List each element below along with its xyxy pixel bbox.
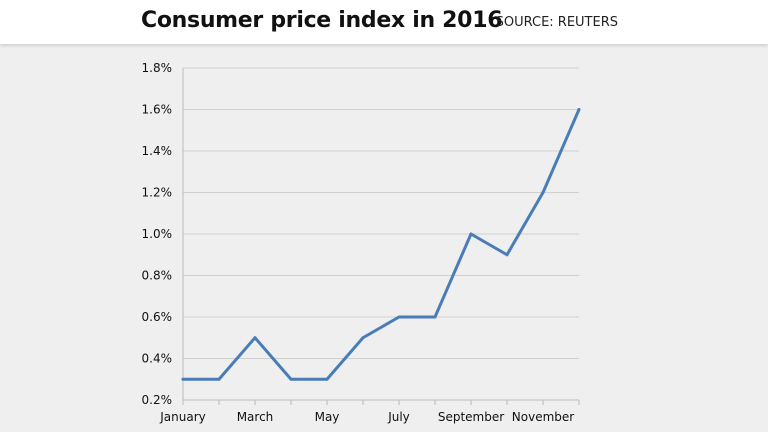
x-tick-label: July (387, 410, 410, 424)
x-tick-label: March (237, 410, 274, 424)
data-point (361, 336, 365, 340)
data-point (181, 377, 185, 381)
x-tick-label: May (315, 410, 340, 424)
y-tick-label: 0.2% (142, 393, 173, 407)
series-line (181, 108, 581, 381)
axes (182, 68, 580, 405)
source-label: SOURCE: REUTERS (495, 15, 618, 30)
data-point (289, 377, 293, 381)
data-point (541, 191, 545, 194)
data-point (253, 336, 257, 340)
y-tick-label: 1.6% (142, 103, 173, 117)
data-point (217, 377, 221, 381)
grid-lines (183, 67, 579, 359)
data-point (577, 108, 581, 111)
data-point (505, 253, 509, 257)
x-tick-label: November (512, 410, 574, 424)
data-point (397, 315, 401, 319)
data-point (325, 377, 329, 381)
y-tick-label: 1.0% (142, 227, 173, 241)
x-axis-tick-labels: January March May July September November (159, 410, 574, 424)
chart-area: 0.2% 0.4% 0.6% 0.8% 1.0% 1.2% 1.4% 1.6% 1.8% Jan… (0, 44, 768, 432)
header-bar: Consumer price index in 2016 SOURCE: REU… (0, 0, 768, 44)
y-tick-label: 1.4% (142, 144, 173, 158)
chart-title: Consumer price index in 2016 (141, 8, 503, 33)
y-tick-label: 0.6% (142, 310, 173, 324)
series-layer (181, 108, 581, 381)
x-tick-label: September (438, 410, 504, 424)
y-tick-label: 0.8% (142, 269, 173, 283)
x-tick-label: January (159, 410, 206, 424)
y-tick-label: 0.4% (142, 352, 173, 366)
data-point (469, 232, 473, 236)
line-chart: 0.2% 0.4% 0.6% 0.8% 1.0% 1.2% 1.4% 1.6% 1.8% Jan… (142, 61, 581, 424)
y-tick-label: 1.2% (142, 186, 173, 200)
y-axis-tick-labels: 0.2% 0.4% 0.6% 0.8% 1.0% 1.2% 1.4% 1.6% 1.8% (142, 61, 173, 407)
y-tick-label: 1.8% (142, 61, 173, 75)
data-point (433, 315, 437, 319)
